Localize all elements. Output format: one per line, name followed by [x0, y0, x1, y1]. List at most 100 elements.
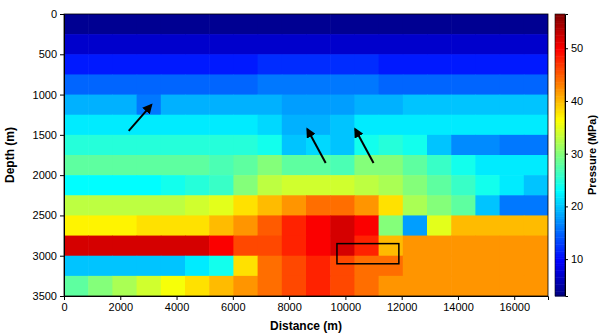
cell — [330, 74, 355, 95]
cell — [185, 195, 210, 216]
x-axis-line — [65, 297, 549, 301]
cell — [330, 276, 355, 296]
cell — [209, 115, 234, 136]
cell — [379, 54, 404, 75]
cell — [475, 74, 500, 95]
x-tick-label: 8000 — [277, 301, 301, 313]
cell — [306, 215, 331, 236]
cell — [137, 256, 162, 277]
cell — [475, 54, 500, 75]
cell — [306, 54, 331, 75]
y-tick: 2000 — [33, 169, 64, 181]
cell — [379, 276, 404, 296]
y-tick-label: 1500 — [33, 129, 57, 141]
cell — [258, 95, 283, 116]
cell — [112, 34, 137, 55]
cell — [500, 236, 525, 257]
cell — [161, 14, 186, 35]
cell — [258, 14, 283, 35]
cell — [137, 74, 162, 95]
cell — [306, 256, 331, 277]
y-tick-label: 3000 — [33, 250, 57, 262]
y-tick: 3500 — [33, 290, 64, 302]
cell — [161, 54, 186, 75]
cell — [112, 175, 137, 196]
cell — [524, 236, 548, 257]
cell — [379, 34, 404, 55]
y-tick: 3000 — [33, 250, 64, 262]
cell — [209, 236, 234, 257]
colorbar-tick: 50 — [565, 42, 583, 54]
cell — [475, 95, 500, 116]
cell — [209, 135, 234, 156]
cell — [112, 236, 137, 257]
heatmap-cells — [64, 14, 548, 296]
x-tick-label: 6000 — [221, 301, 245, 313]
cell — [379, 236, 404, 257]
cell — [88, 236, 113, 257]
cell — [209, 175, 234, 196]
x-tick-mark — [120, 296, 121, 300]
cell — [475, 34, 500, 55]
cell — [64, 236, 89, 257]
cell — [64, 115, 89, 136]
cell — [209, 54, 234, 75]
colorbar-tick-mark — [565, 259, 568, 260]
y-tick: 1000 — [33, 89, 64, 101]
cell — [258, 256, 283, 277]
colorbar-tick-label: 10 — [571, 253, 583, 265]
x-tick: 16000 — [499, 296, 530, 313]
cell — [88, 155, 113, 176]
cell — [88, 74, 113, 95]
cell — [64, 215, 89, 236]
cell — [64, 276, 89, 296]
cell — [258, 54, 283, 75]
cell — [403, 135, 428, 156]
cell — [427, 256, 452, 277]
cell — [88, 135, 113, 156]
cell — [209, 74, 234, 95]
cell — [475, 135, 500, 156]
cell — [233, 95, 258, 116]
cell — [330, 175, 355, 196]
cell — [475, 256, 500, 277]
cell — [112, 95, 137, 116]
arrow — [129, 105, 152, 131]
cell — [427, 135, 452, 156]
cell — [185, 95, 210, 116]
cell — [306, 276, 331, 296]
cell — [524, 195, 548, 216]
cell — [161, 74, 186, 95]
cell — [209, 34, 234, 55]
cell — [258, 276, 283, 296]
cell — [88, 34, 113, 55]
cell — [500, 54, 525, 75]
cell — [500, 155, 525, 176]
cell — [64, 155, 89, 176]
x-axis: 0200040006000800010000120001400016000 — [61, 296, 548, 313]
cell — [500, 115, 525, 136]
cell — [524, 54, 548, 75]
cell — [403, 115, 428, 136]
x-tick: 2000 — [109, 296, 133, 313]
colorbar-tick-mark — [565, 154, 568, 155]
cell — [379, 74, 404, 95]
cell — [379, 135, 404, 156]
cell — [112, 54, 137, 75]
cell — [427, 115, 452, 136]
cell — [379, 115, 404, 136]
cell — [451, 34, 476, 55]
cell — [137, 34, 162, 55]
cell — [500, 215, 525, 236]
cell — [524, 14, 548, 35]
cell — [500, 14, 525, 35]
cell — [475, 215, 500, 236]
cell — [524, 155, 548, 176]
cell — [282, 195, 307, 216]
cell — [379, 195, 404, 216]
cell — [379, 256, 404, 277]
cell — [233, 256, 258, 277]
cell — [112, 74, 137, 95]
cell — [88, 95, 113, 116]
cell — [282, 236, 307, 257]
